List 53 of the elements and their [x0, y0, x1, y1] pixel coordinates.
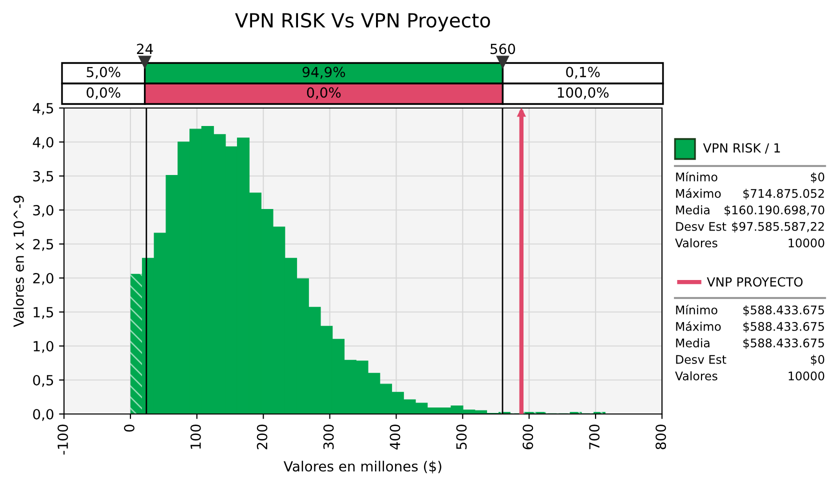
- text: 0,1%: [566, 66, 600, 79]
- y-tick-label: 1,5: [34, 307, 54, 319]
- x-tick-label: 600: [522, 424, 534, 450]
- text: Media: [676, 205, 710, 214]
- y-tick-label: 4,5: [32, 103, 54, 115]
- text: Valores: [675, 371, 718, 380]
- y-tick-label: 1,0: [34, 340, 54, 353]
- text: Media: [676, 338, 710, 348]
- text: Máximo: [676, 321, 721, 331]
- chart-title: VPN RISK Vs VPN Proyecto: [235, 12, 490, 32]
- y-axis-title: Valores en x 10^-9: [13, 196, 24, 328]
- text: Desv Est: [676, 355, 726, 364]
- text: $588.433.675: [743, 338, 824, 349]
- x-tick-label: 0: [124, 424, 134, 432]
- x-tick-label: 100: [190, 424, 201, 449]
- x-axis-title: Valores en millones ($): [284, 460, 442, 474]
- text: 94,9%: [302, 66, 346, 79]
- legend-label: VPN RISK / 1: [703, 143, 780, 154]
- x-tick-label: -100: [58, 424, 68, 455]
- y-tick-label: 4,0: [32, 136, 54, 149]
- text: 0,0%: [86, 87, 120, 100]
- text: Desv Est: [676, 222, 726, 231]
- text: $588.433.675: [743, 305, 824, 316]
- ref-line-label: 24: [136, 44, 153, 54]
- text: $0: [810, 354, 824, 366]
- x-tick-label: 200: [256, 424, 268, 450]
- text: $588.433.675: [743, 322, 824, 332]
- text: Máximo: [676, 188, 721, 198]
- y-tick-label: 2,0: [33, 272, 54, 285]
- text: 10000: [788, 238, 824, 248]
- y-tick-label: 3,5: [33, 170, 54, 183]
- text: Mínimo: [676, 304, 718, 314]
- text: 0,0%: [307, 87, 341, 100]
- text: $97.585.587,22: [732, 222, 824, 232]
- text: $0: [810, 172, 824, 183]
- x-tick-label: 400: [390, 424, 400, 450]
- x-tick-label: 300: [323, 424, 334, 450]
- text: VNP PROYECTO: [706, 277, 803, 287]
- x-tick-label: 700: [589, 424, 600, 450]
- x-tick-label: 500: [456, 424, 467, 450]
- text: 10000: [788, 371, 824, 380]
- text: 100,0%: [558, 87, 609, 100]
- text: Mínimo: [676, 172, 718, 182]
- y-tick-label: 0,5: [33, 374, 54, 387]
- y-tick-label: 0,0: [33, 408, 54, 421]
- y-tick-label: 3,0: [33, 204, 54, 217]
- y-tick-label: 2,5: [33, 238, 54, 251]
- x-tick-label: 800: [656, 424, 666, 450]
- text: $160.190.698,70: [724, 205, 824, 216]
- text: Valores: [675, 238, 718, 248]
- text: 5,0%: [86, 66, 120, 79]
- ref-line-label: 560: [490, 44, 516, 54]
- text: $714.875.052: [743, 188, 824, 200]
